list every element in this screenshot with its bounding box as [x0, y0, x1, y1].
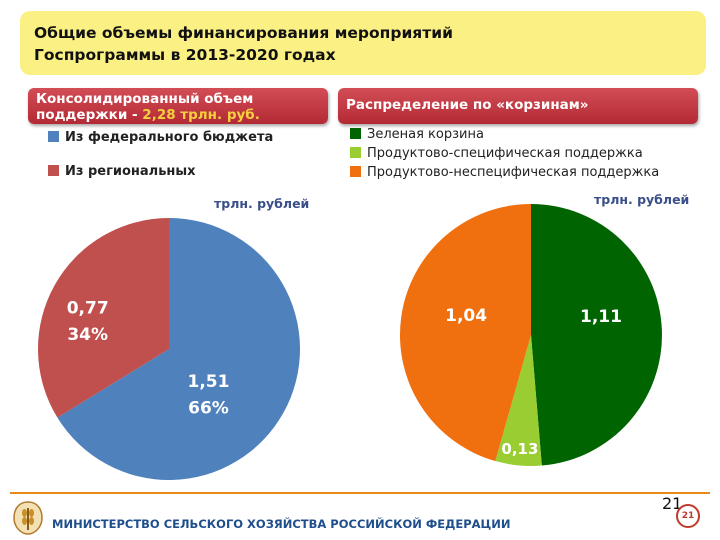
page-title: Общие объемы финансирования мероприятий …: [34, 22, 634, 66]
ministry-name: МИНИСТЕРСТВО СЕЛЬСКОГО ХОЗЯЙСТВА РОССИЙС…: [52, 517, 511, 531]
legend-label-regional: Из региональных: [65, 164, 196, 179]
legend-swatch-regional: [48, 165, 59, 176]
legend-item-non-product-specific: Продуктово-неспецифическая поддержка: [350, 165, 659, 180]
left-header-line-2: поддержки -: [36, 107, 143, 123]
right-panel-header: Распределение по «корзинам»: [338, 88, 698, 124]
pie-slice-1: [495, 335, 542, 466]
legend-swatch-product-specific: [350, 147, 361, 158]
legend-label-product-specific: Продуктово-специфическая поддержка: [367, 146, 643, 161]
legend-label-non-product-specific: Продуктово-неспецифическая поддержка: [367, 165, 660, 180]
legend-label-green-box: Зеленая корзина: [367, 127, 484, 142]
legend-swatch-federal: [48, 131, 59, 142]
right-header-label: Распределение по «корзинам»: [346, 97, 589, 113]
title-line-2: Госпрограммы в 2013-2020 годах: [34, 46, 336, 64]
pie-value-label-1: 0,13: [501, 440, 538, 458]
legend-item-green-box: Зеленая корзина: [350, 127, 484, 142]
pie-value-label-1: 0,77: [67, 299, 109, 319]
footer-divider: [10, 492, 710, 494]
legend-label-federal: Из федерального бюджета: [65, 130, 274, 145]
title-banner: Общие объемы финансирования мероприятий …: [20, 11, 706, 75]
legend-item-federal: Из федерального бюджета: [48, 130, 273, 145]
legend-item-regional: Из региональных: [48, 164, 196, 179]
ministry-logo-icon: [13, 501, 43, 535]
legend-swatch-green-box: [350, 128, 361, 139]
page-number-badge: 21: [676, 504, 700, 528]
pie-percent-label-1: 34%: [67, 325, 108, 345]
pie-slice-0: [531, 204, 662, 466]
left-header-line-1: Консолидированный объем: [36, 91, 254, 107]
total-volume-highlight: 2,28 трлн. руб.: [142, 107, 260, 123]
pie-chart-funding-sources: 1,51 66% 0,77 34%: [38, 218, 301, 480]
pie-slice-0: [57, 218, 301, 480]
pie-slice-2: [399, 204, 531, 462]
left-unit-label: трлн. рублей: [214, 196, 310, 211]
title-line-1: Общие объемы финансирования мероприятий: [34, 24, 453, 42]
pie-value-label-2: 1,04: [445, 306, 487, 326]
pie-percent-label-0: 66%: [188, 398, 229, 418]
legend-item-product-specific: Продуктово-специфическая поддержка: [350, 146, 643, 161]
pie-slice-1: [38, 218, 170, 418]
right-unit-label: трлн. рублей: [594, 192, 690, 207]
pie-value-label-0: 1,11: [580, 307, 622, 327]
legend-swatch-non-product-specific: [350, 166, 361, 177]
pie-chart-baskets: 1,11 0,13 1,04: [399, 204, 662, 466]
left-panel-header: Консолидированный объем поддержки - 2,28…: [28, 88, 328, 124]
pie-value-label-0: 1,51: [188, 372, 230, 392]
